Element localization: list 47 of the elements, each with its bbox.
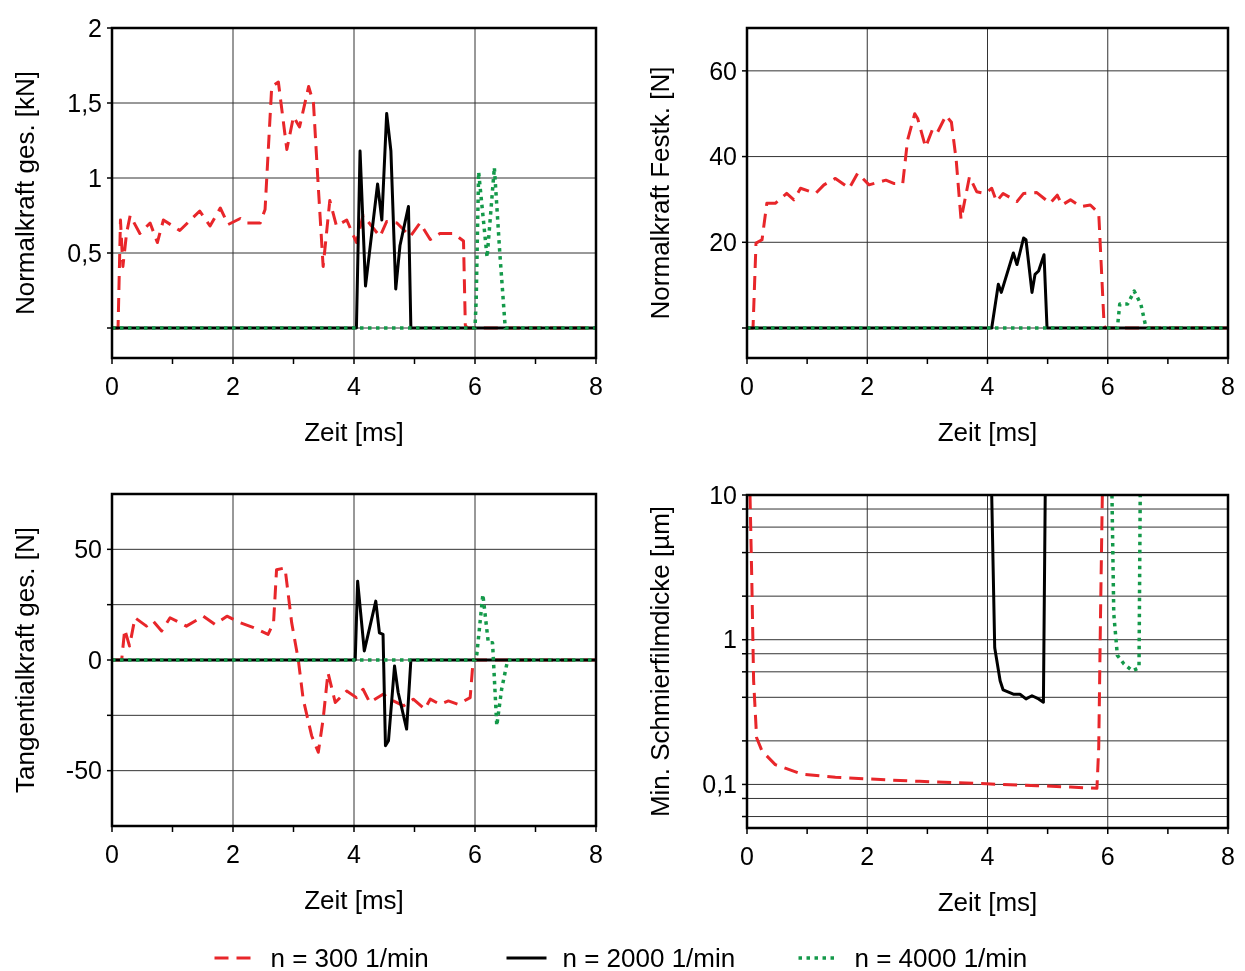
x-tick-label: 4 bbox=[347, 372, 362, 400]
x-axis-title: Zeit [ms] bbox=[937, 417, 1038, 447]
x-tick-label: 2 bbox=[226, 372, 240, 400]
x-axis-title: Zeit [ms] bbox=[304, 417, 404, 447]
y-tick-label: 0,5 bbox=[67, 238, 102, 267]
x-tick-label: 0 bbox=[740, 842, 754, 870]
y-tick-label: 2 bbox=[88, 13, 102, 42]
y-tick-label: 1 bbox=[88, 163, 102, 192]
x-tick-label: 0 bbox=[105, 840, 119, 868]
x-axis-title: Zeit [ms] bbox=[937, 887, 1038, 917]
x-tick-label: 4 bbox=[980, 842, 995, 870]
y-axis-title: Min. Schmierfilmdicke [µm] bbox=[645, 505, 675, 818]
x-tick-label: 4 bbox=[980, 372, 995, 400]
y-tick-label: 0,1 bbox=[702, 770, 737, 799]
x-tick-label: 2 bbox=[226, 840, 240, 868]
y-tick-label: -50 bbox=[65, 756, 102, 785]
y-axis-title: Normalkraft Festk. [N] bbox=[645, 66, 675, 320]
line-series bbox=[748, 495, 1104, 790]
y-tick-label: 10 bbox=[709, 480, 737, 509]
x-tick-label: 6 bbox=[1100, 372, 1115, 400]
x-tick-label: 4 bbox=[347, 840, 362, 868]
x-tick-label: 2 bbox=[860, 842, 875, 870]
y-tick-label: 40 bbox=[709, 142, 737, 171]
x-tick-label: 6 bbox=[1100, 842, 1115, 870]
y-tick-label: 50 bbox=[74, 535, 102, 564]
y-tick-label: 60 bbox=[709, 56, 737, 85]
y-tick-label: 1,5 bbox=[67, 88, 102, 117]
x-tick-label: 8 bbox=[1221, 372, 1235, 400]
x-tick-label: 8 bbox=[589, 372, 603, 400]
x-tick-label: 0 bbox=[740, 372, 754, 400]
y-axis-title: Normalkraft ges. [kN] bbox=[10, 70, 40, 316]
legend-label: n = 2000 1/min bbox=[562, 943, 736, 971]
x-axis-title: Zeit [ms] bbox=[304, 885, 404, 915]
y-tick-label: 1 bbox=[723, 625, 737, 654]
y-tick-label: 0 bbox=[88, 645, 102, 674]
x-tick-label: 6 bbox=[468, 840, 482, 868]
legend-label: n = 4000 1/min bbox=[854, 943, 1028, 971]
y-axis-title: Tangentialkraft ges. [N] bbox=[10, 527, 40, 793]
line-series bbox=[112, 165, 596, 330]
legend-label: n = 300 1/min bbox=[270, 943, 429, 971]
x-tick-label: 0 bbox=[105, 372, 119, 400]
x-tick-label: 8 bbox=[589, 840, 603, 868]
line-series bbox=[1110, 495, 1142, 673]
x-tick-label: 6 bbox=[468, 372, 482, 400]
x-tick-label: 8 bbox=[1221, 842, 1235, 870]
x-tick-label: 2 bbox=[860, 372, 875, 400]
y-tick-label: 20 bbox=[709, 228, 737, 257]
